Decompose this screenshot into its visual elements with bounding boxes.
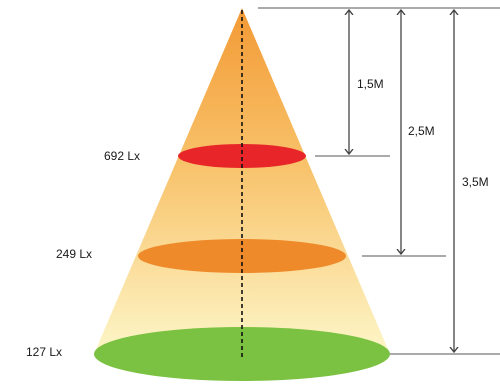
illumination-ellipse-level-1: [178, 144, 306, 168]
distance-label-level-2: 2,5M: [408, 124, 435, 138]
lux-label-level-2: 249 Lx: [56, 247, 93, 261]
distance-label-level-3: 3,5M: [462, 175, 489, 189]
distance-label-level-1: 1,5M: [357, 77, 384, 91]
lux-label-level-1: 692 Lx: [104, 149, 141, 163]
lux-label-level-3: 127 Lx: [26, 345, 63, 359]
